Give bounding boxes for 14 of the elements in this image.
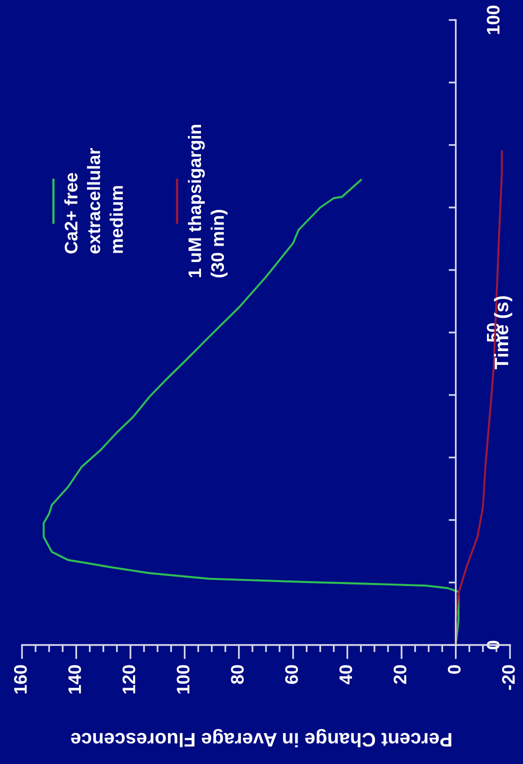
x-tick-label: 60 <box>285 665 298 684</box>
x-axis-title: Percent Change in Average Fluorescence <box>71 728 452 748</box>
x-tick-label: 160 <box>14 665 27 694</box>
x-tick-label: 140 <box>68 665 82 694</box>
x-tick-label: 120 <box>122 665 136 694</box>
x-tick-label: 40 <box>339 665 352 684</box>
x-tick-label: 100 <box>176 665 190 694</box>
y-tick-label: 100 <box>486 6 500 34</box>
x-tick-label: 0 <box>448 665 461 674</box>
x-tick-label: -20 <box>502 665 515 690</box>
legend-label: Ca2+ free extracellular medium <box>64 148 123 254</box>
x-tick-label: 20 <box>394 665 406 684</box>
legend-label: 1 uM thapsigargin (30 min) <box>188 124 228 278</box>
x-tick-label: 80 <box>230 665 244 684</box>
